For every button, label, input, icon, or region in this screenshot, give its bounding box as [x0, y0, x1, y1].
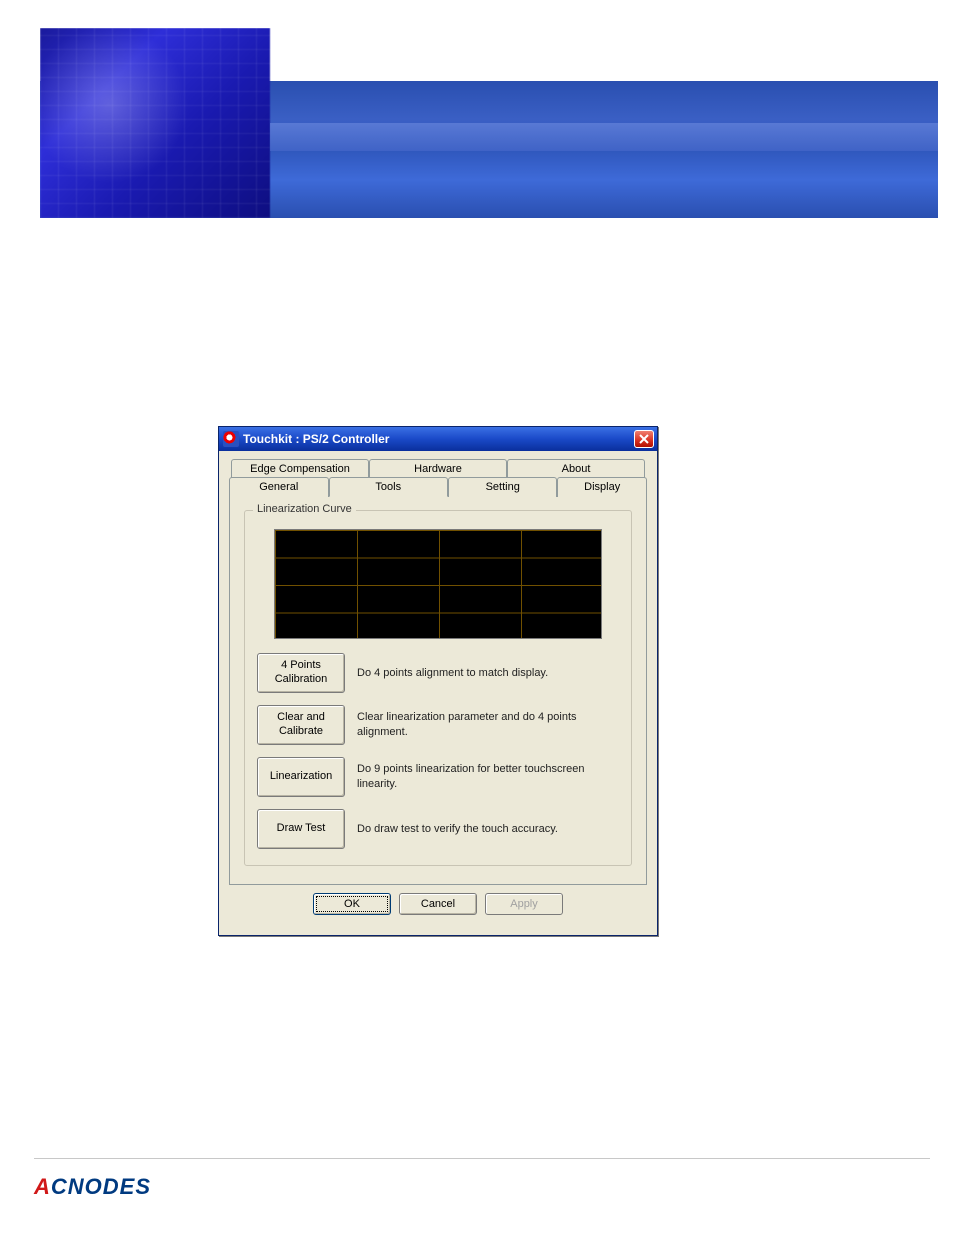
- group-label: Linearization Curve: [253, 503, 356, 515]
- tab-edge-compensation[interactable]: Edge Compensation: [231, 459, 369, 478]
- row-4points: 4 Points Calibration Do 4 points alignme…: [257, 653, 619, 693]
- touchkit-dialog: Touchkit : PS/2 Controller Edge Compensa…: [218, 426, 658, 936]
- linearization-group: Linearization Curve 4 Points Calibration…: [244, 510, 632, 866]
- clear-desc: Clear linearization parameter and do 4 p…: [357, 710, 619, 740]
- tools-panel: Linearization Curve 4 Points Calibration…: [229, 496, 647, 885]
- tab-setting[interactable]: Setting: [448, 477, 557, 497]
- app-icon: [223, 431, 239, 447]
- titlebar[interactable]: Touchkit : PS/2 Controller: [219, 427, 657, 451]
- four-points-desc: Do 4 points alignment to match display.: [357, 666, 619, 681]
- tab-tools[interactable]: Tools: [329, 477, 448, 497]
- row-linearization: Linearization Do 9 points linearization …: [257, 757, 619, 797]
- linearization-curve-display: [274, 529, 602, 639]
- draw-test-desc: Do draw test to verify the touch accurac…: [357, 822, 619, 837]
- tab-general[interactable]: General: [229, 477, 329, 497]
- clear-and-calibrate-button[interactable]: Clear and Calibrate: [257, 705, 345, 745]
- close-icon: [639, 434, 649, 444]
- cancel-button[interactable]: Cancel: [399, 893, 477, 915]
- tab-display[interactable]: Display: [557, 477, 647, 497]
- page-header-banner: [40, 28, 938, 218]
- linearization-desc: Do 9 points linearization for better tou…: [357, 762, 619, 792]
- banner-strip: [270, 123, 938, 151]
- row-clear: Clear and Calibrate Clear linearization …: [257, 705, 619, 745]
- dialog-footer: OK Cancel Apply: [229, 885, 647, 925]
- ok-button[interactable]: OK: [313, 893, 391, 915]
- draw-test-button[interactable]: Draw Test: [257, 809, 345, 849]
- logo-rest: CNODES: [51, 1174, 151, 1199]
- tab-about[interactable]: About: [507, 459, 645, 478]
- linearization-button[interactable]: Linearization: [257, 757, 345, 797]
- banner-circuit-image: [40, 28, 270, 218]
- apply-button: Apply: [485, 893, 563, 915]
- brand-logo: ACNODES: [34, 1174, 151, 1200]
- close-button[interactable]: [634, 430, 654, 448]
- dialog-body: Edge Compensation Hardware About General…: [219, 451, 657, 935]
- tab-hardware[interactable]: Hardware: [369, 459, 507, 478]
- logo-red-letter: A: [34, 1174, 51, 1199]
- tab-strip: Edge Compensation Hardware About General…: [229, 459, 647, 885]
- four-points-calibration-button[interactable]: 4 Points Calibration: [257, 653, 345, 693]
- footer-divider: [34, 1158, 930, 1159]
- row-drawtest: Draw Test Do draw test to verify the tou…: [257, 809, 619, 849]
- window-title: Touchkit : PS/2 Controller: [243, 432, 634, 446]
